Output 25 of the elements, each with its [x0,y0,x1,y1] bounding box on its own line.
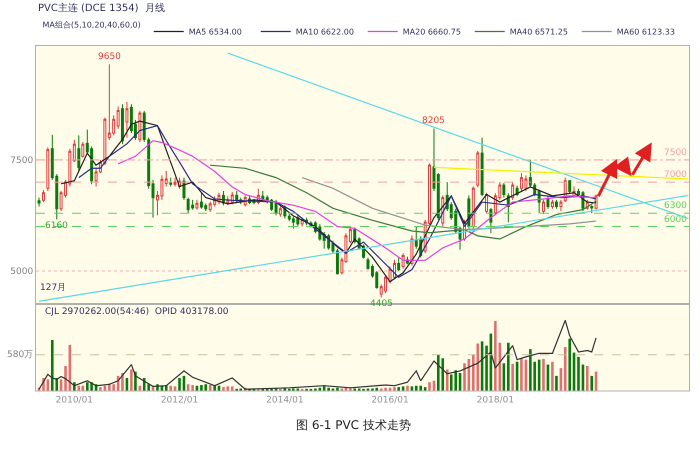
annotation: 4405 [370,299,393,309]
ref-line-label: 580万 [7,350,34,360]
x-tick-label: 2016/01 [371,395,409,406]
legend-label: MA40 6571.25 [510,28,568,37]
ref-line-label: 6300 [664,201,688,211]
x-tick-label: 2014/01 [266,395,304,406]
chart-title: CJL 2970262.00(54:46) OPID 403178.00 [45,307,229,317]
annotation: 9650 [98,52,122,62]
x-tick-label: 2010/01 [56,395,94,406]
legend-label: MA5 6534.00 [188,28,242,37]
legend-label: MA10 6622.00 [296,28,354,37]
x-tick-label: 2012/01 [160,395,198,406]
ref-line-label: 6000 [664,215,688,225]
y-tick-label: 5000 [10,267,34,278]
legend-title: MA组合(5,10,20,40,60,0) [42,20,141,30]
legend-label: MA60 6123.33 [616,28,675,37]
annotation: 6160 [45,221,68,231]
annotation: 8205 [422,116,445,126]
x-tick-label: 2018/01 [476,395,514,406]
annotation: 127月 [40,283,66,293]
chart-title: PVC主连 (DCE 1354) 月线 [38,2,165,14]
legend-label: MA20 6660.75 [402,28,461,37]
ref-line-label: 7500 [664,148,688,158]
ref-line-label: 7000 [664,170,688,180]
caption: 图 6-1 PVC 技术走势 [296,418,411,432]
